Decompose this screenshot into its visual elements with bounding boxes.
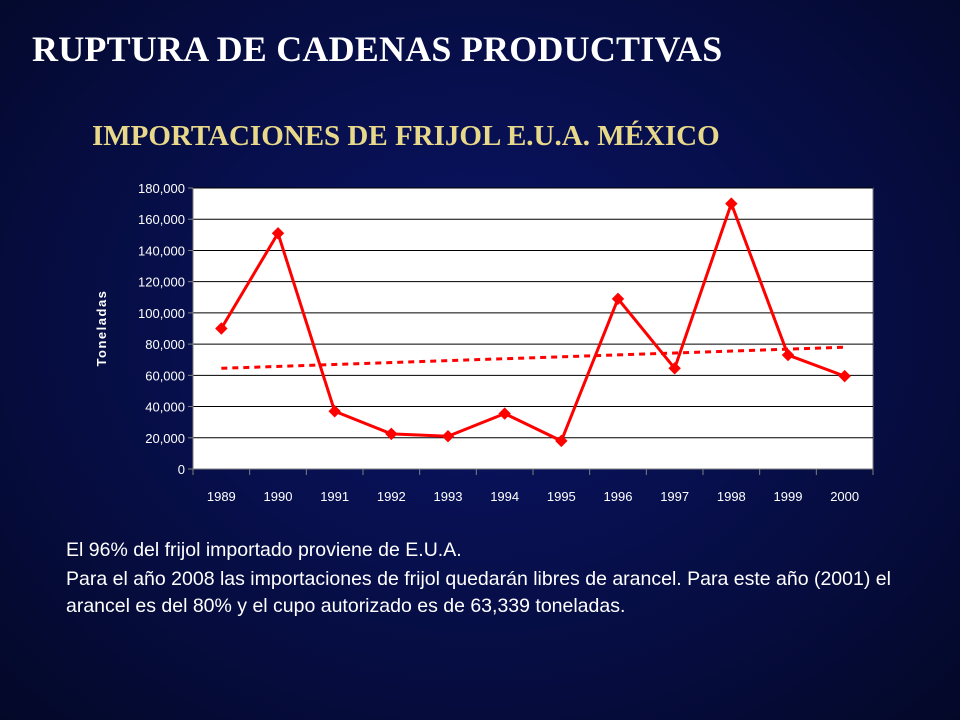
x-tick-label: 1991 xyxy=(320,489,349,504)
paragraph-origin: El 96% del frijol importado proviene de … xyxy=(66,539,462,561)
x-tick-label: 1998 xyxy=(717,489,746,504)
y-tick-label: 120,000 xyxy=(138,275,185,290)
imports-line-chart: 0 20,000 40,000 60,000 80,000 100,000 120,000 1… xyxy=(94,181,874,504)
x-tick-label: 2000 xyxy=(830,489,859,504)
data-point-marker xyxy=(781,348,795,362)
y-tick-label: 140,000 xyxy=(138,243,185,258)
data-point-marker xyxy=(838,369,851,383)
y-tick-labels: 0 20,000 40,000 60,000 80,000 100,000 120,000 1… xyxy=(138,181,185,477)
y-tick-label: 180,000 xyxy=(138,181,185,196)
trendline-dashed xyxy=(221,345,845,370)
x-tick-labels: 1989 1990 1991 1992 1993 1994 1995 1996 1997 1998… xyxy=(207,489,859,504)
data-point-marker xyxy=(215,322,228,335)
y-tick-label: 20,000 xyxy=(145,431,185,446)
y-tick-label: 80,000 xyxy=(145,337,185,352)
axes xyxy=(188,187,874,475)
y-tick-label: 0 xyxy=(178,462,185,477)
y-tick-label: 160,000 xyxy=(138,212,185,227)
series-line xyxy=(220,199,846,443)
x-tick-label: 1989 xyxy=(207,489,236,504)
data-point-marker xyxy=(725,197,738,210)
plot-area xyxy=(192,187,874,470)
data-point-marker xyxy=(328,405,341,418)
x-tick-label: 1996 xyxy=(604,489,633,504)
slide-title: RUPTURA DE CADENAS PRODUCTIVAS xyxy=(32,29,723,69)
y-tick-label: 60,000 xyxy=(145,368,185,383)
y-tick-label: 40,000 xyxy=(145,400,185,415)
paragraph-tariff: Para el año 2008 las importaciones de fr… xyxy=(66,568,891,617)
y-tick-label: 100,000 xyxy=(138,306,185,321)
data-point-marker xyxy=(668,362,681,375)
series-markers xyxy=(215,197,851,448)
data-point-marker xyxy=(441,430,455,443)
data-point-marker xyxy=(498,407,511,420)
trendline xyxy=(221,345,845,370)
series-line-path xyxy=(220,199,846,443)
data-point-marker xyxy=(271,227,285,240)
chart-subtitle: IMPORTACIONES DE FRIJOL E.U.A. MÉXICO xyxy=(92,120,720,152)
data-point-marker xyxy=(611,292,625,306)
x-tick-label: 1994 xyxy=(490,489,519,504)
x-tick-label: 1997 xyxy=(660,489,689,504)
x-tick-label: 1995 xyxy=(547,489,576,504)
grid-lines xyxy=(193,187,873,439)
data-point-marker xyxy=(555,434,568,448)
x-tick-label: 1993 xyxy=(434,489,463,504)
x-tick-label: 1990 xyxy=(264,489,293,504)
x-tick-label: 1999 xyxy=(774,489,803,504)
x-tick-label: 1992 xyxy=(377,489,406,504)
data-point-marker xyxy=(385,427,398,441)
y-axis-label: Toneladas xyxy=(94,290,109,367)
